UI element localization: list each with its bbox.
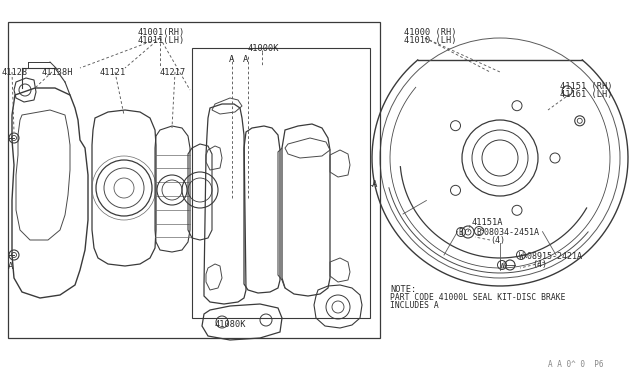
Text: A A 0^ 0  P6: A A 0^ 0 P6 bbox=[548, 360, 604, 369]
Text: 41121: 41121 bbox=[100, 68, 126, 77]
Text: W: W bbox=[500, 260, 504, 269]
Bar bbox=[8, 22, 380, 338]
Text: ×08915-2421A: ×08915-2421A bbox=[522, 252, 582, 261]
Text: 41000K: 41000K bbox=[248, 44, 280, 53]
Text: A: A bbox=[229, 55, 234, 64]
Text: (4): (4) bbox=[490, 236, 505, 245]
Bar bbox=[192, 48, 370, 318]
Text: 41151 (RH): 41151 (RH) bbox=[560, 82, 612, 91]
Text: INCLUDES A: INCLUDES A bbox=[390, 301, 439, 310]
Text: 41151A: 41151A bbox=[472, 218, 504, 227]
Text: 41161 (LH): 41161 (LH) bbox=[560, 90, 612, 99]
Text: 41138H: 41138H bbox=[42, 68, 74, 77]
Text: B: B bbox=[477, 228, 481, 237]
Text: °08034-2451A: °08034-2451A bbox=[480, 228, 540, 237]
Text: 41128: 41128 bbox=[2, 68, 28, 77]
Text: 41011(LH): 41011(LH) bbox=[138, 36, 185, 45]
Text: PART CODE 41000L SEAL KIT-DISC BRAKE: PART CODE 41000L SEAL KIT-DISC BRAKE bbox=[390, 293, 566, 302]
Text: 41000 (RH): 41000 (RH) bbox=[404, 28, 456, 37]
Text: 41001(RH): 41001(RH) bbox=[138, 28, 185, 37]
Text: W: W bbox=[518, 252, 524, 261]
Text: 41080K: 41080K bbox=[215, 320, 246, 329]
Text: (4): (4) bbox=[532, 260, 547, 269]
Text: A: A bbox=[8, 262, 13, 271]
Text: 41010 (LH): 41010 (LH) bbox=[404, 36, 456, 45]
Text: A: A bbox=[372, 180, 378, 189]
Text: NOTE:: NOTE: bbox=[390, 285, 416, 294]
Text: 41217: 41217 bbox=[160, 68, 186, 77]
Text: A: A bbox=[243, 55, 248, 64]
Text: B: B bbox=[459, 228, 463, 237]
